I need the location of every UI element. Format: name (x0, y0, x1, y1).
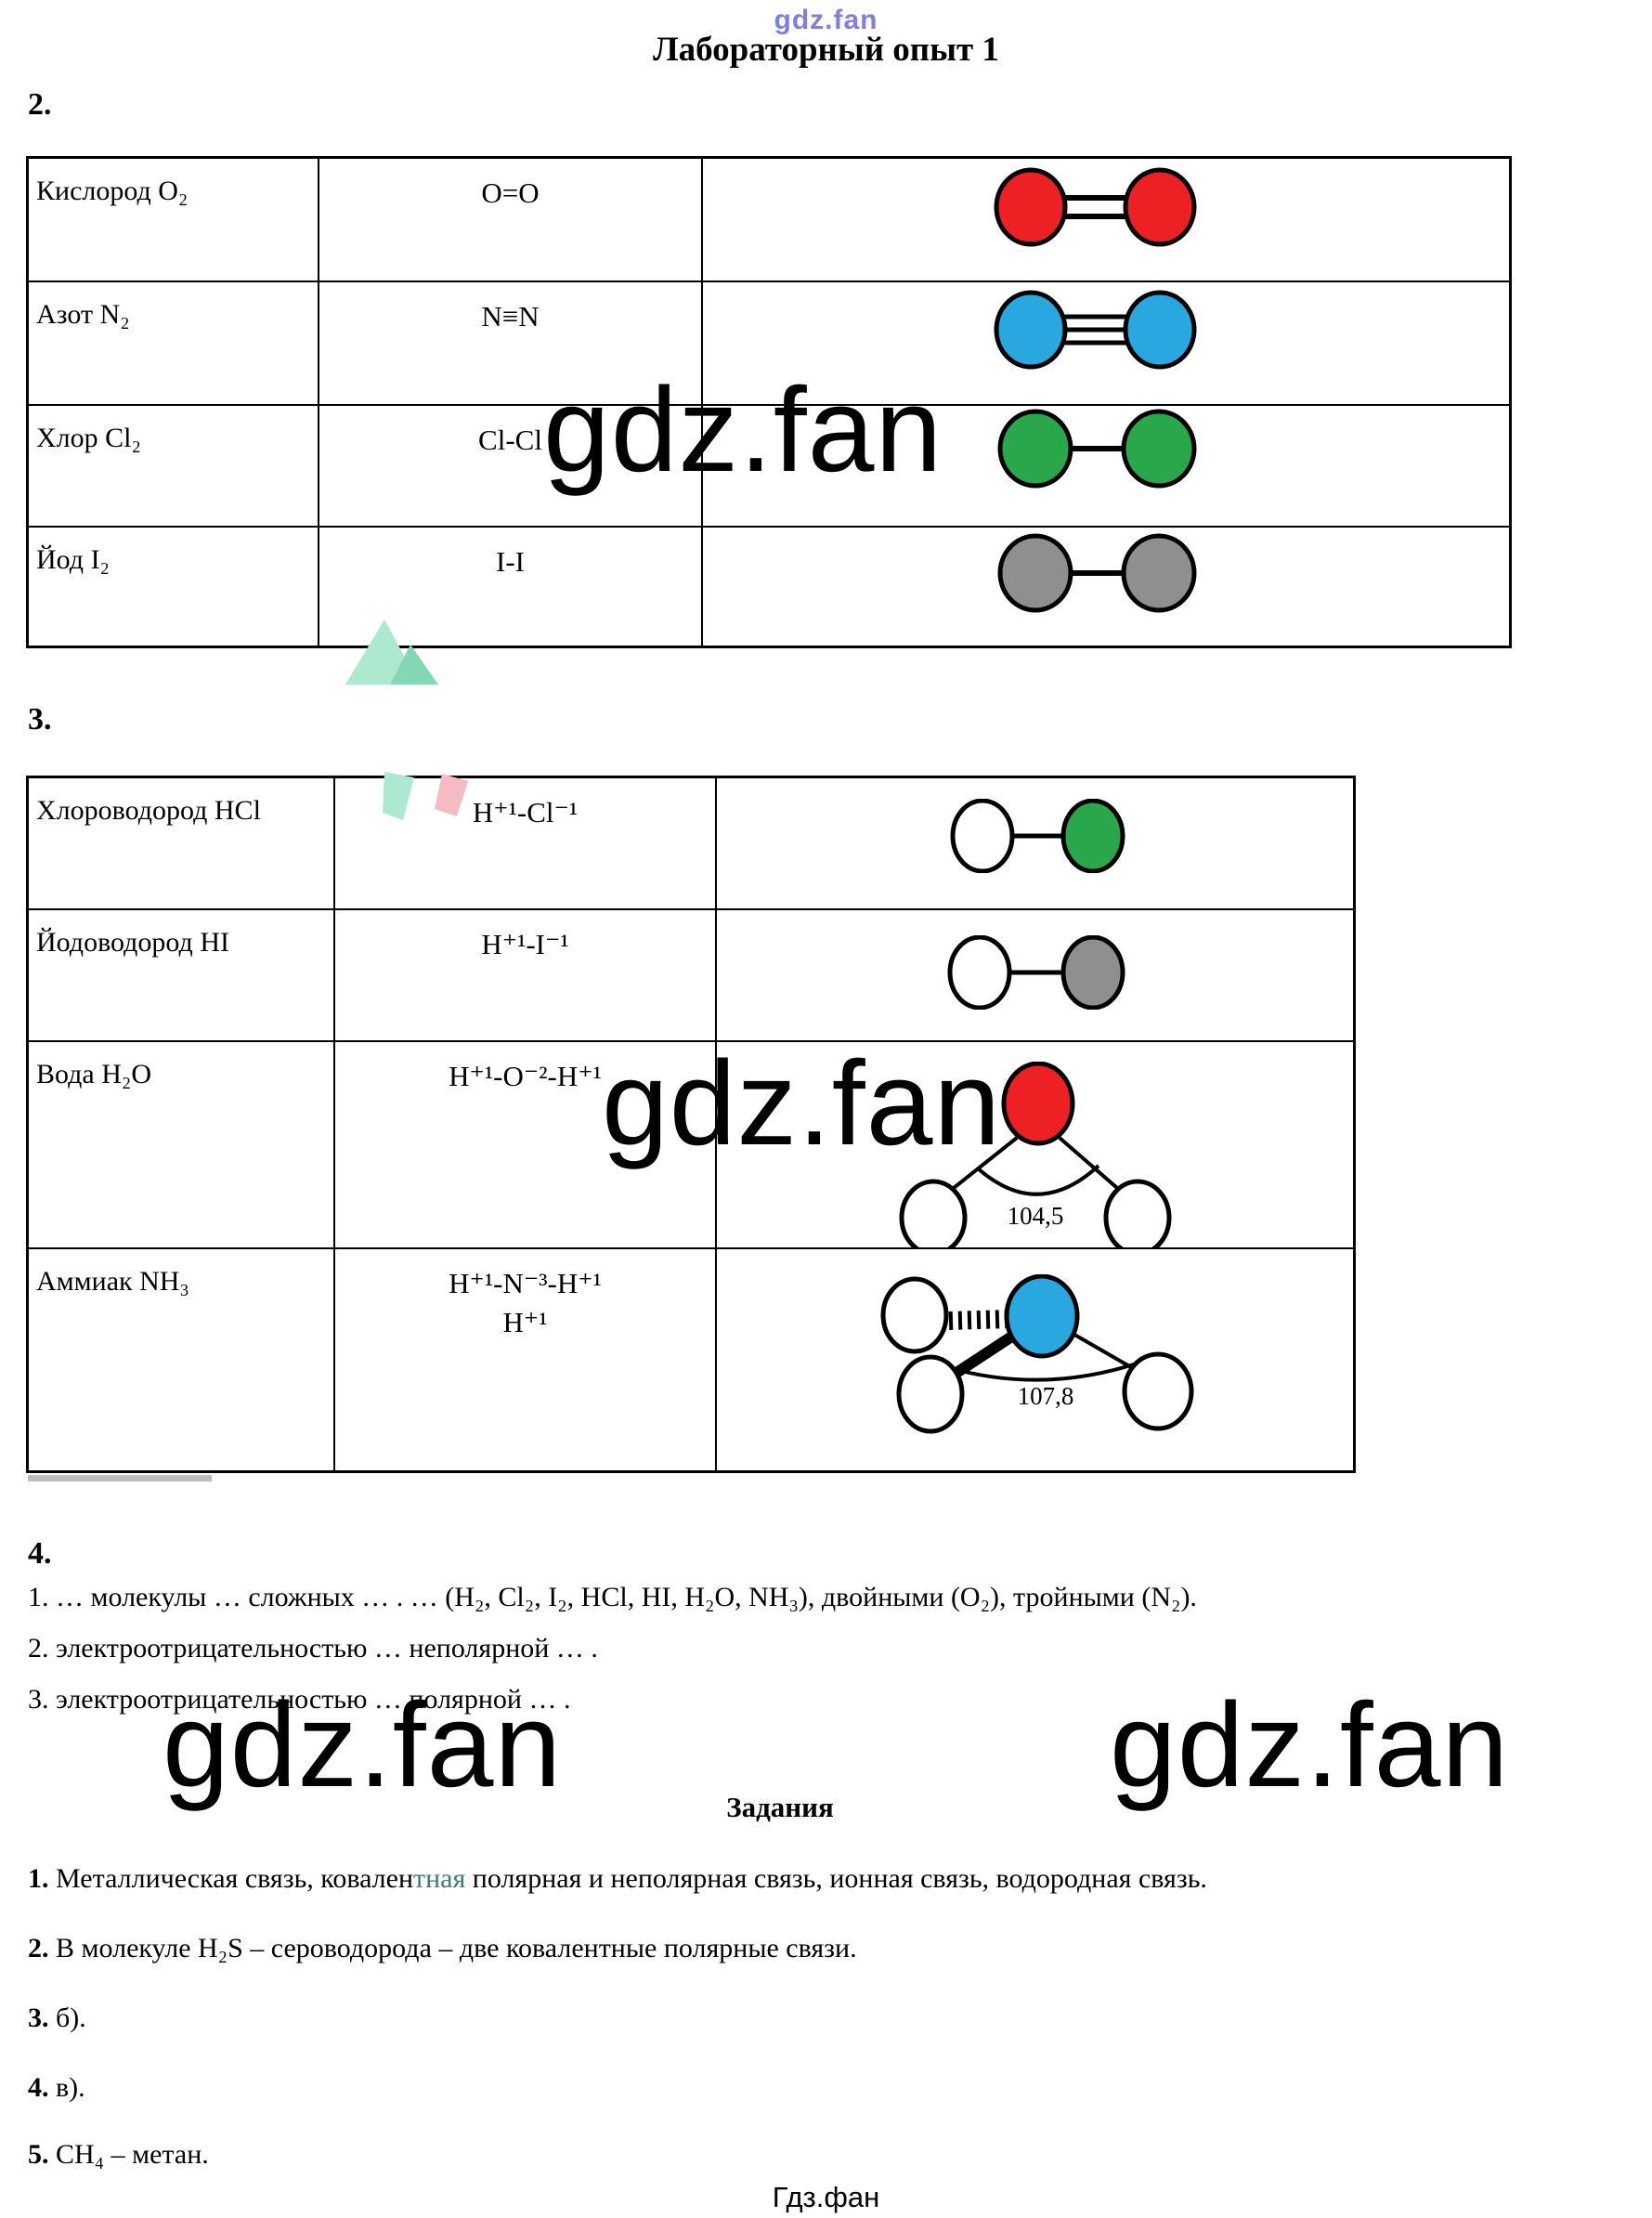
table-cell-formula: O=O (319, 159, 703, 282)
watermark-tinted-text: тная (413, 1863, 466, 1894)
task-number: 1. (28, 1863, 49, 1894)
chlorine-molecule-diagram (997, 409, 1197, 489)
scan-artifact-bar (28, 1475, 212, 1481)
table-cell-substance: Йодоводород HI (29, 910, 335, 1042)
table-cell-formula: H⁺¹-N⁻³-H⁺¹ H⁺¹ (335, 1249, 717, 1470)
water-molecule-diagram: 104,5 (899, 1062, 1172, 1247)
table-cell-substance: Аммиак NH₃ (29, 1249, 335, 1470)
section-2-label: 2. (28, 87, 52, 122)
table-cell-substance: Хлор Cl₂ (29, 406, 319, 528)
table-cell-diagram (717, 1042, 1353, 1249)
table-cell-formula: I-I (319, 528, 703, 646)
compound-substances-table: Хлороводород HCl H⁺¹-Cl⁻¹ Йодоводород HI… (26, 776, 1356, 1473)
table-cell-substance: Азот N₂ (29, 282, 319, 406)
section-4-line: 1. … молекулы … сложных … . … (H₂, Cl₂, … (28, 1582, 1197, 1612)
iodine-molecule-diagram (997, 533, 1197, 613)
watermark-gdz-fan: gdz.fan (543, 363, 943, 497)
section-4-label: 4. (28, 1536, 52, 1571)
watermark-gdz-fan: gdz.fan (1110, 1678, 1510, 1812)
table-cell-formula: H⁺¹-O⁻²-H⁺¹ (335, 1042, 717, 1249)
table-cell-formula: N≡N (319, 282, 703, 406)
watermark-gdz-fan: gdz.fan (163, 1678, 563, 1812)
table-cell-diagram (703, 406, 1509, 528)
formula-line-1: H⁺¹-N⁻³-H⁺¹ (449, 1267, 602, 1299)
table-cell-formula: Cl-Cl (319, 406, 703, 528)
footer-site-name: Гдз.фан (772, 2181, 880, 2213)
task-number: 5. (28, 2139, 49, 2170)
oxygen-molecule-diagram (994, 167, 1197, 247)
table-cell-substance: Хлороводород HCl (29, 778, 335, 910)
table-cell-substance: Йод I₂ (29, 528, 319, 646)
table-cell-substance: Кислород O₂ (29, 159, 319, 282)
task-number: 2. (28, 1933, 49, 1964)
ammonia-molecule-diagram: 107,8 (880, 1274, 1194, 1434)
formula-line-2: H⁺¹ (502, 1305, 548, 1338)
gdz-fan-logo-text: gdz.fan (774, 5, 878, 35)
task-item: 3. б). (28, 2003, 86, 2033)
hydrogen-iodide-molecule-diagram (947, 935, 1125, 1010)
table-cell-diagram (703, 159, 1509, 282)
task-item: 4. в). (28, 2072, 85, 2103)
bond-angle-label: 107,8 (1018, 1382, 1074, 1410)
task-item: 1. Металлическая связь, ковалентная поля… (28, 1863, 1207, 1894)
table-cell-diagram (717, 778, 1353, 910)
table-cell-substance: Вода H₂O (29, 1042, 335, 1249)
page-title: Лабораторный опыт 1 (653, 31, 999, 69)
bond-angle-label: 104,5 (1008, 1202, 1064, 1230)
tasks-heading: Задания (726, 1791, 834, 1823)
section-3-label: 3. (28, 702, 52, 737)
table-cell-diagram (703, 282, 1509, 406)
table-cell-formula: H⁺¹-I⁻¹ (335, 910, 717, 1042)
nitrogen-molecule-diagram (994, 290, 1197, 370)
gdz-logo-kite-icon (383, 772, 468, 820)
table-cell-diagram (717, 910, 1353, 1042)
watermark-gdz-fan: gdz.fan (602, 1037, 1002, 1170)
section-4-line: 2. электроотрицательностью … неполярной … (28, 1633, 598, 1664)
task-number: 4. (28, 2072, 49, 2103)
table-cell-formula: H⁺¹-Cl⁻¹ (335, 778, 717, 910)
section-4-line: 3. электроотрицательностью … полярной … … (28, 1684, 571, 1715)
task-item: 2. В молекуле H₂S – сероводорода – две к… (28, 1933, 857, 1964)
hydrogen-chloride-molecule-diagram (950, 799, 1125, 873)
task-number: 3. (28, 2003, 49, 2033)
task-item: 5. CH₄ – метан. (28, 2139, 209, 2170)
gdz-logo-mountain-icon (345, 620, 438, 685)
simple-substances-table: Кислород O₂ O=O Азот N₂ N≡N Хлор Cl₂ Cl-… (26, 156, 1512, 648)
